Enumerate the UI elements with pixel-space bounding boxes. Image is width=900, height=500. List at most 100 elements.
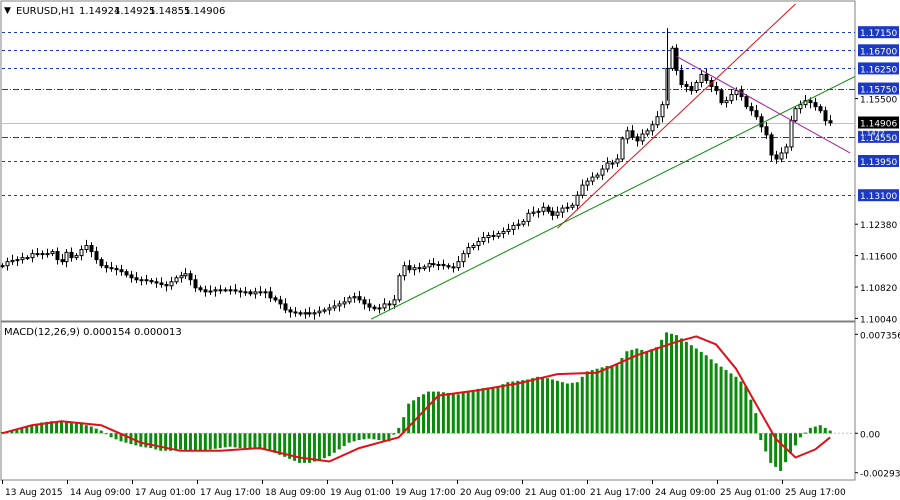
candle-body (317, 310, 322, 314)
candle-body (565, 206, 570, 209)
macd-bar (660, 339, 664, 434)
candle-body (506, 228, 511, 232)
macd-bar (779, 433, 783, 471)
macd-bar (640, 349, 644, 434)
price-tick-label: 1.10040 (860, 315, 897, 325)
candle-body (501, 230, 506, 234)
macd-bar (630, 349, 634, 434)
macd-bar (50, 421, 54, 434)
macd-bar (203, 433, 207, 451)
candle-body (69, 251, 74, 259)
macd-bar (501, 384, 505, 434)
candle-body (818, 106, 823, 112)
candle-body (496, 232, 501, 237)
trendline-green[interactable] (370, 76, 856, 320)
candle-body (436, 263, 441, 266)
candle-body (149, 280, 154, 283)
macd-bar (684, 341, 688, 434)
macd-bar (521, 380, 525, 434)
macd-title: MACD(12,26,9) 0.000154 0.000013 (4, 327, 182, 338)
symbol-dropdown-icon[interactable]: ▼ (4, 6, 11, 16)
price-level-label: 1.16700 (860, 47, 897, 57)
macd-bar (709, 359, 713, 434)
candle-body (223, 289, 228, 292)
candle-body (25, 257, 30, 260)
macd-bar (99, 430, 103, 434)
macd-bar (407, 403, 411, 434)
candle-body (575, 194, 580, 206)
candle-body (293, 311, 298, 314)
macd-bar (238, 433, 242, 449)
macd-bar (536, 376, 540, 434)
macd-bar (605, 366, 609, 434)
candle-body (332, 305, 337, 309)
price-tick-label: 1.11600 (860, 253, 897, 263)
trendline-purple[interactable] (676, 55, 851, 154)
macd-bar (580, 376, 584, 434)
price-tick-label: 1.10820 (860, 284, 897, 294)
ohlc-close: 1.14906 (184, 6, 225, 17)
macd-bar (491, 386, 495, 434)
macd-bar (476, 388, 480, 434)
candle-body (397, 275, 402, 301)
macd-bar (570, 382, 574, 434)
candle-body (689, 86, 694, 92)
macd-bar (154, 433, 158, 450)
candle-body (228, 289, 233, 292)
macd-bar (268, 433, 272, 451)
macd-bar (278, 433, 282, 455)
candle-body (188, 273, 193, 281)
candle-body (704, 73, 709, 81)
macd-bar (650, 349, 654, 434)
macd-bar (397, 427, 401, 434)
macd-bar (25, 426, 29, 434)
candle-body (5, 261, 10, 267)
price-levels (2, 32, 855, 196)
macd-bar (213, 433, 217, 449)
candle-body (789, 120, 794, 148)
macd-bar (526, 379, 530, 434)
candle-body (759, 116, 764, 128)
candle-body (744, 96, 749, 108)
candle-body (60, 259, 65, 263)
ohlc-open: 1.14924 (79, 6, 120, 17)
time-tick-label: 24 Aug 09:00 (655, 488, 716, 498)
trendlines[interactable] (370, 3, 856, 320)
candle-body (159, 282, 164, 286)
candle-body (74, 255, 79, 259)
candle-body (243, 291, 248, 294)
macd-bar (198, 433, 202, 451)
candle-body (382, 303, 387, 309)
candle-body (288, 309, 293, 313)
macd-bar (20, 427, 24, 434)
macd-bar (412, 400, 416, 434)
candle-body (283, 303, 288, 311)
candle-body (813, 102, 818, 108)
macd-bar (422, 394, 426, 434)
time-tick-label: 13 Aug 2015 (5, 488, 63, 498)
macd-bar (749, 399, 753, 434)
candle-body (655, 116, 660, 126)
macd-bar (560, 382, 564, 434)
macd-bar (461, 392, 465, 434)
candle-body (749, 106, 754, 112)
candle-body (213, 289, 218, 292)
candle-body (560, 207, 565, 213)
macd-bar (164, 433, 168, 451)
candle-body (714, 86, 719, 92)
macd-bar (441, 392, 445, 434)
candle-body (174, 277, 179, 283)
macd-bar (813, 426, 817, 434)
macd-bar (600, 367, 604, 434)
candle-body (322, 309, 327, 312)
macd-tick-label: -0.002932 (860, 470, 900, 480)
trendline-red[interactable] (557, 3, 796, 229)
macd-bar (481, 388, 485, 434)
time-tick-label: 19 Aug 01:00 (330, 488, 391, 498)
macd-bar (506, 382, 510, 434)
macd-bar (248, 433, 252, 449)
price-level-box: 1.16700 (858, 44, 899, 57)
macd-bar (590, 370, 594, 434)
time-tick-label: 25 Aug 17:00 (785, 488, 846, 498)
